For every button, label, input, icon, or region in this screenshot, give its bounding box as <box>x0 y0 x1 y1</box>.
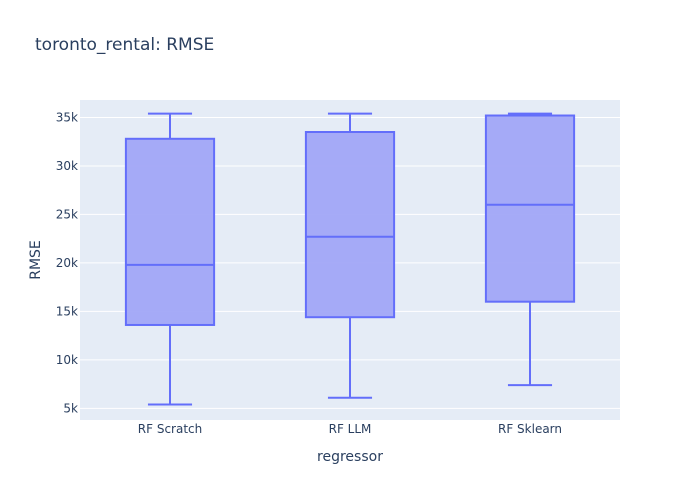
box-iqr <box>304 131 396 319</box>
y-axis-label: RMSE <box>28 240 44 280</box>
y-tick-label: 25k <box>56 207 78 221</box>
x-tick-label: RF Sklearn <box>498 422 562 436</box>
box-group <box>484 112 576 387</box>
y-tick-label: 20k <box>56 256 78 270</box>
box-iqr <box>124 137 216 326</box>
y-tick-label: 5k <box>63 401 78 415</box>
chart-title: toronto_rental: RMSE <box>35 35 214 55</box>
y-tick-label: 15k <box>56 304 78 318</box>
box-group <box>124 112 216 406</box>
y-axis-ticks: 5k 10k 15k 20k 25k 30k 35k <box>56 110 78 415</box>
x-axis-ticks: RF Scratch RF LLM RF Sklearn <box>138 422 562 436</box>
box-iqr <box>484 114 576 303</box>
boxes <box>124 112 576 406</box>
x-tick-label: RF Scratch <box>138 422 202 436</box>
y-tick-label: 35k <box>56 110 78 124</box>
y-tick-label: 10k <box>56 353 78 367</box>
y-tick-label: 30k <box>56 159 78 173</box>
x-axis-label: regressor <box>317 449 383 465</box>
x-tick-label: RF LLM <box>329 422 372 436</box>
box-group <box>304 112 396 399</box>
